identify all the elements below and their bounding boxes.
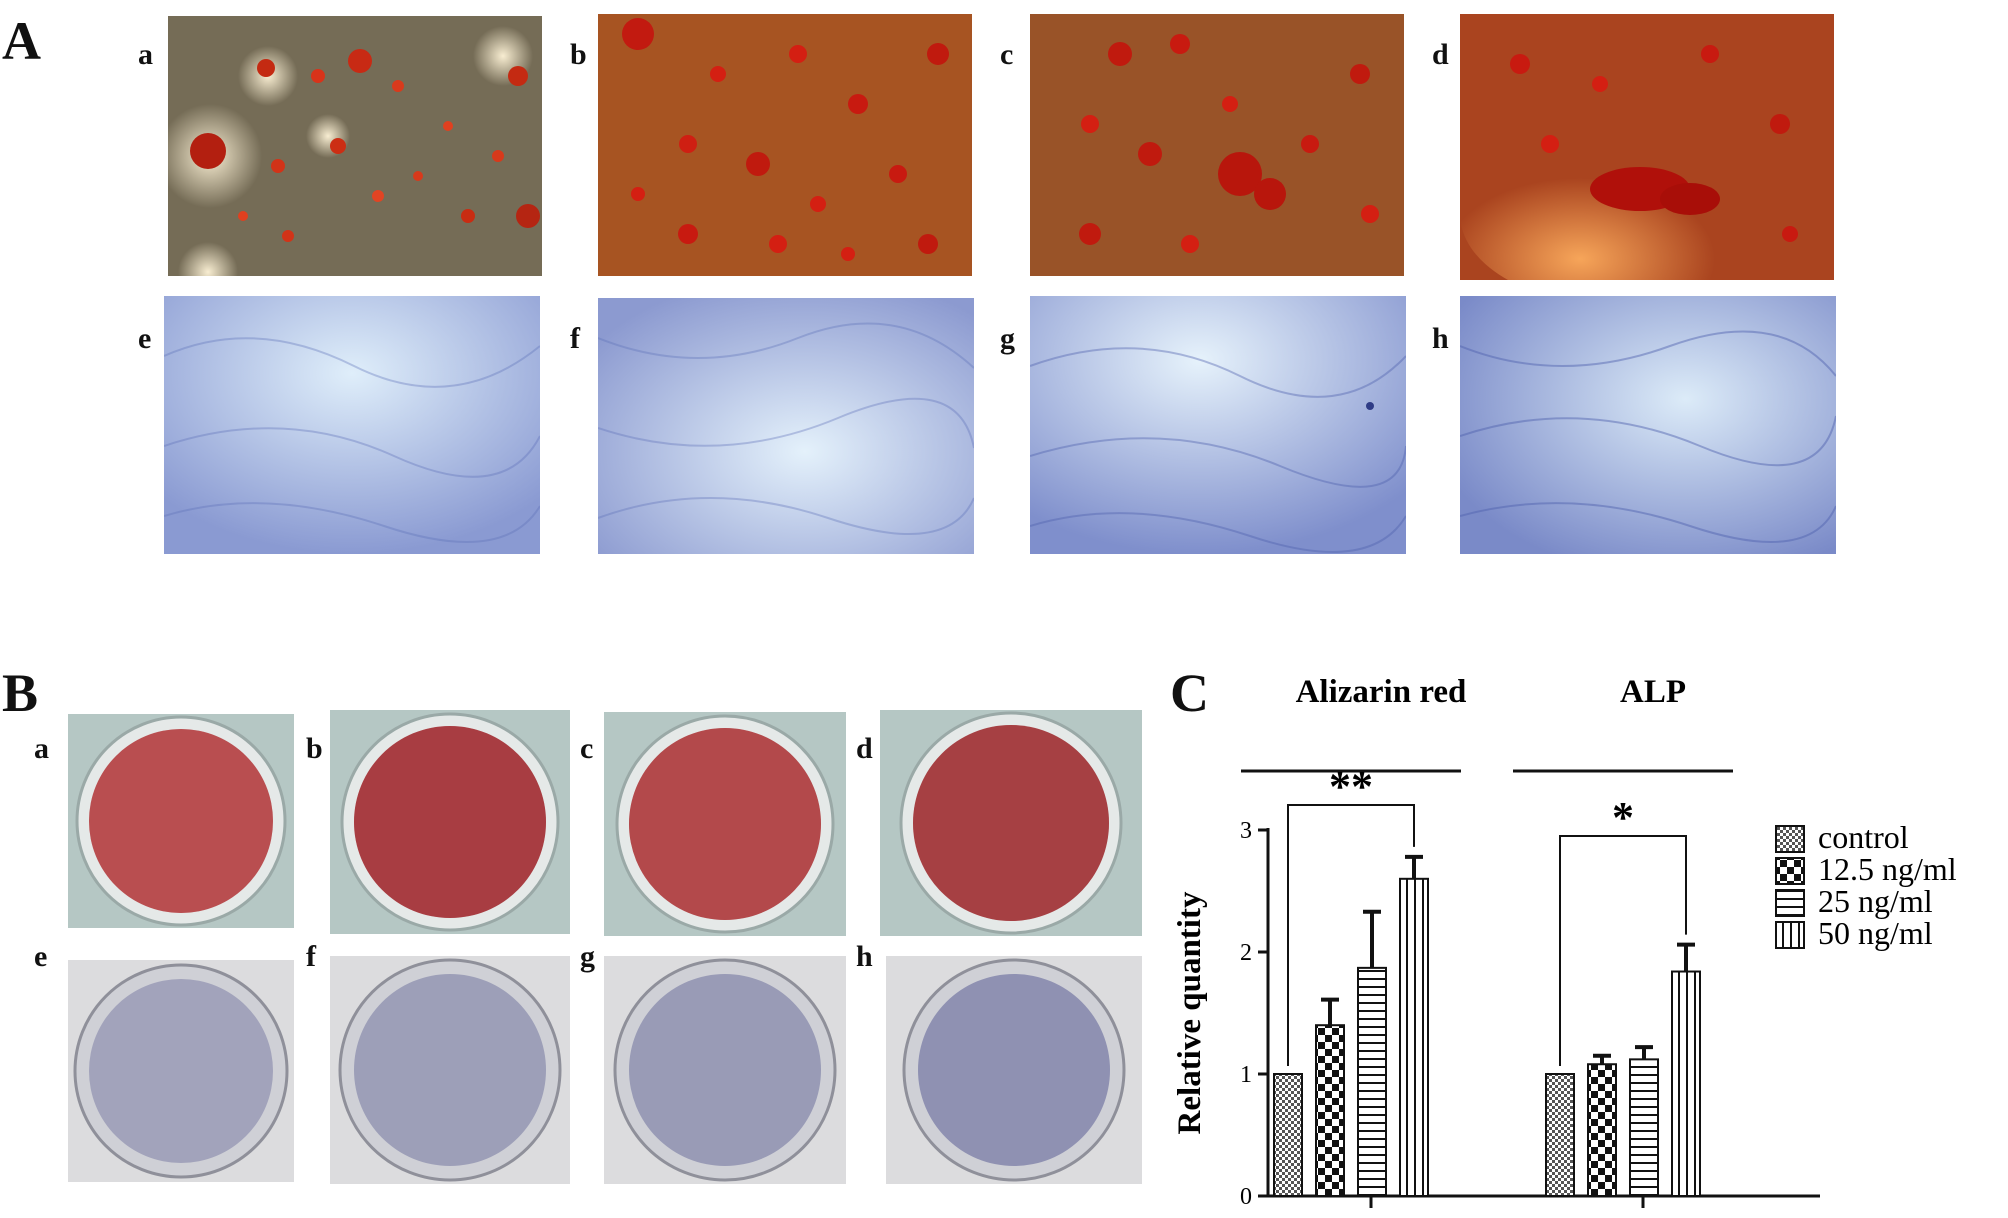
panel-b-letter: B <box>2 663 39 723</box>
alp-well-h <box>886 956 1142 1184</box>
panel-a-label-g: g <box>1000 322 1015 355</box>
alp-well-g <box>604 956 846 1184</box>
panel-b-label-c: c <box>580 732 594 765</box>
panel-b-label-h: h <box>856 940 873 973</box>
alp-micrograph-g <box>1030 296 1406 554</box>
bar <box>1315 1024 1345 1198</box>
alp-micrograph-h <box>1460 296 1836 554</box>
panel-b-label-f: f <box>306 940 316 973</box>
alp-micrograph-e <box>164 296 540 554</box>
alp-micrograph-f <box>598 298 974 554</box>
panel-b-label-e: e <box>34 940 48 973</box>
alizarin-well-d <box>880 710 1142 936</box>
bar <box>1357 966 1387 1197</box>
bar <box>1273 1073 1303 1197</box>
alizarin-well-c <box>604 712 846 936</box>
alizarin-micrograph-d <box>1460 14 1834 280</box>
legend-swatch <box>1775 921 1805 949</box>
bar <box>1629 1058 1659 1197</box>
bar <box>1671 970 1701 1197</box>
legend-label: 50 ng/ml <box>1818 915 1933 951</box>
bar <box>1587 1063 1617 1197</box>
panel-b-label-d: d <box>856 732 873 765</box>
y-axis-label: Relative quantity <box>1172 891 1208 1134</box>
panel-a-label-d: d <box>1432 38 1449 71</box>
alizarin-micrograph-b <box>598 14 972 276</box>
panel-a-letter: A <box>2 11 41 71</box>
bar-chart: 0 1 2 3 Relative quantity Alizarin red ** ALP * c… <box>1150 650 2008 1210</box>
significance-label: ** <box>1329 762 1373 811</box>
legend-label: 25 ng/ml <box>1818 883 1933 919</box>
y-tick-label: 3 <box>1240 818 1252 844</box>
y-tick-label: 2 <box>1240 940 1252 966</box>
legend-label: control <box>1818 819 1909 855</box>
alp-well-f <box>330 956 570 1184</box>
panel-a-label-b: b <box>570 38 587 71</box>
legend-swatch <box>1775 857 1805 885</box>
significance-bracket <box>1287 804 1415 1066</box>
y-tick-label: 0 <box>1240 1184 1252 1210</box>
alizarin-well-a <box>68 714 294 928</box>
panel-b-label-b: b <box>306 732 323 765</box>
legend-swatch <box>1775 825 1805 853</box>
panel-a-label-c: c <box>1000 38 1014 71</box>
panel-c-letter: C <box>1170 663 1209 723</box>
legend-swatch <box>1775 889 1805 917</box>
y-tick-label: 1 <box>1240 1062 1252 1088</box>
panel-b-label-g: g <box>580 940 595 973</box>
panel-b-label-a: a <box>34 732 49 765</box>
bar <box>1545 1073 1575 1197</box>
significance-label: * <box>1612 793 1634 842</box>
significance-bracket <box>1559 835 1687 1066</box>
panel-a-label-h: h <box>1432 322 1449 355</box>
alp-well-e <box>68 960 294 1182</box>
legend-label: 12.5 ng/ml <box>1818 851 1957 887</box>
alizarin-micrograph-a <box>168 16 542 276</box>
panel-a-label-e: e <box>138 322 152 355</box>
group-label: ALP <box>1620 674 1686 710</box>
alizarin-micrograph-c <box>1030 14 1404 276</box>
panel-a-label-a: a <box>138 38 153 71</box>
panel-a-label-f: f <box>570 322 580 355</box>
bar <box>1399 877 1429 1198</box>
alizarin-well-b <box>330 710 570 934</box>
group-label: Alizarin red <box>1296 674 1467 710</box>
